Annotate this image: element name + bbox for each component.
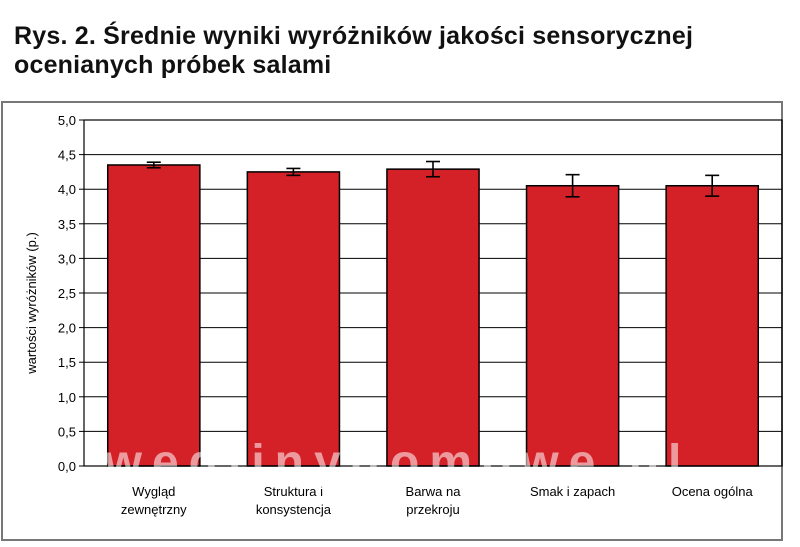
y-axis-label: wartości wyróżników (p.): [24, 232, 39, 375]
y-tick-label: 2,5: [58, 286, 76, 301]
y-tick-label: 4,0: [58, 182, 76, 197]
category-label: Struktura i: [264, 484, 323, 499]
bar: [665, 184, 760, 467]
category-label: konsystencja: [256, 502, 332, 517]
category-label: przekroju: [406, 502, 459, 517]
chart-title: Rys. 2. Średnie wyniki wyróżników jakośc…: [14, 22, 694, 79]
watermark: wedlinydomowe.pl: [104, 436, 692, 489]
category-label: Barwa na: [406, 484, 462, 499]
category-label: zewnętrzny: [121, 502, 187, 517]
category-label: Ocena ogólna: [672, 484, 754, 499]
category-label: Smak i zapach: [530, 484, 615, 499]
y-tick-label: 2,0: [58, 321, 76, 336]
y-tick-label: 1,0: [58, 390, 76, 405]
bar: [386, 168, 480, 467]
y-tick-label: 0,0: [58, 459, 76, 474]
y-tick-label: 3,0: [58, 251, 76, 266]
y-tick-label: 4,5: [58, 148, 76, 163]
bar: [106, 164, 201, 467]
y-tick-label: 3,5: [58, 217, 76, 232]
bar: [525, 184, 620, 467]
category-label: Wygląd: [132, 484, 175, 499]
bar: [246, 171, 341, 467]
bars: [106, 164, 760, 467]
y-tick-labels: 0,0 0,5 1,0 1,5 2,0 2,5 3,0 3,5 4,0 4,5 5,0: [58, 113, 76, 474]
y-tick-label: 0,5: [58, 424, 76, 439]
error-bars: [146, 160, 720, 198]
y-tick-label: 1,5: [58, 355, 76, 370]
category-labels: Wygląd zewnętrzny Struktura i konsystencja B…: [121, 484, 754, 517]
plot-area: [83, 119, 783, 467]
y-tick-label: 5,0: [58, 113, 76, 128]
